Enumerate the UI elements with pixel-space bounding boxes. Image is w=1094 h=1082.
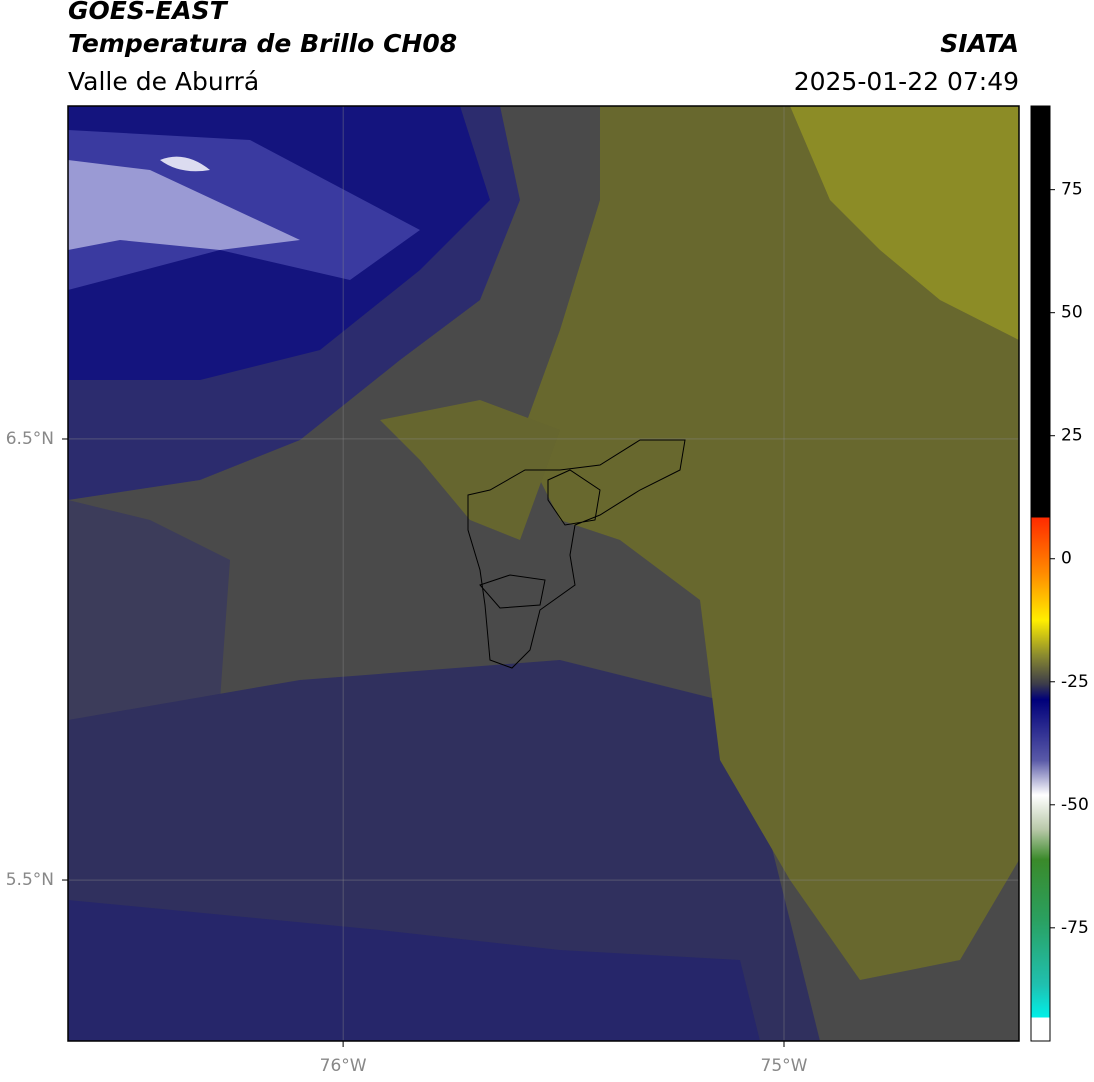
lat-label: 6.5°N (6, 429, 54, 449)
graticule (68, 106, 1019, 1041)
title: GOES-EAST (68, 0, 229, 25)
municipality-boundaries (467, 439, 686, 669)
lat-label: 5.5°N (6, 870, 54, 890)
source: SIATA (940, 29, 1019, 58)
colorbar-label: -75 (1061, 918, 1089, 938)
subtitle: Temperatura de Brillo CH08 (68, 29, 457, 58)
timestamp: 2025-01-22 07:49 (794, 67, 1019, 96)
lon-label: 76°W (320, 1056, 367, 1076)
colorbar-label: 75 (1061, 180, 1083, 200)
satellite-image (68, 106, 1019, 1041)
colorbar (1030, 105, 1051, 1042)
colorbar-label: 50 (1061, 303, 1083, 323)
colorbar-label: -50 (1061, 795, 1089, 815)
colorbar-label: -25 (1061, 672, 1089, 692)
colorbar-label: 0 (1061, 549, 1072, 569)
region: Valle de Aburrá (68, 67, 259, 96)
map-frame (67, 105, 1020, 1042)
lon-label: 75°W (761, 1056, 808, 1076)
colorbar-label: 25 (1061, 426, 1083, 446)
